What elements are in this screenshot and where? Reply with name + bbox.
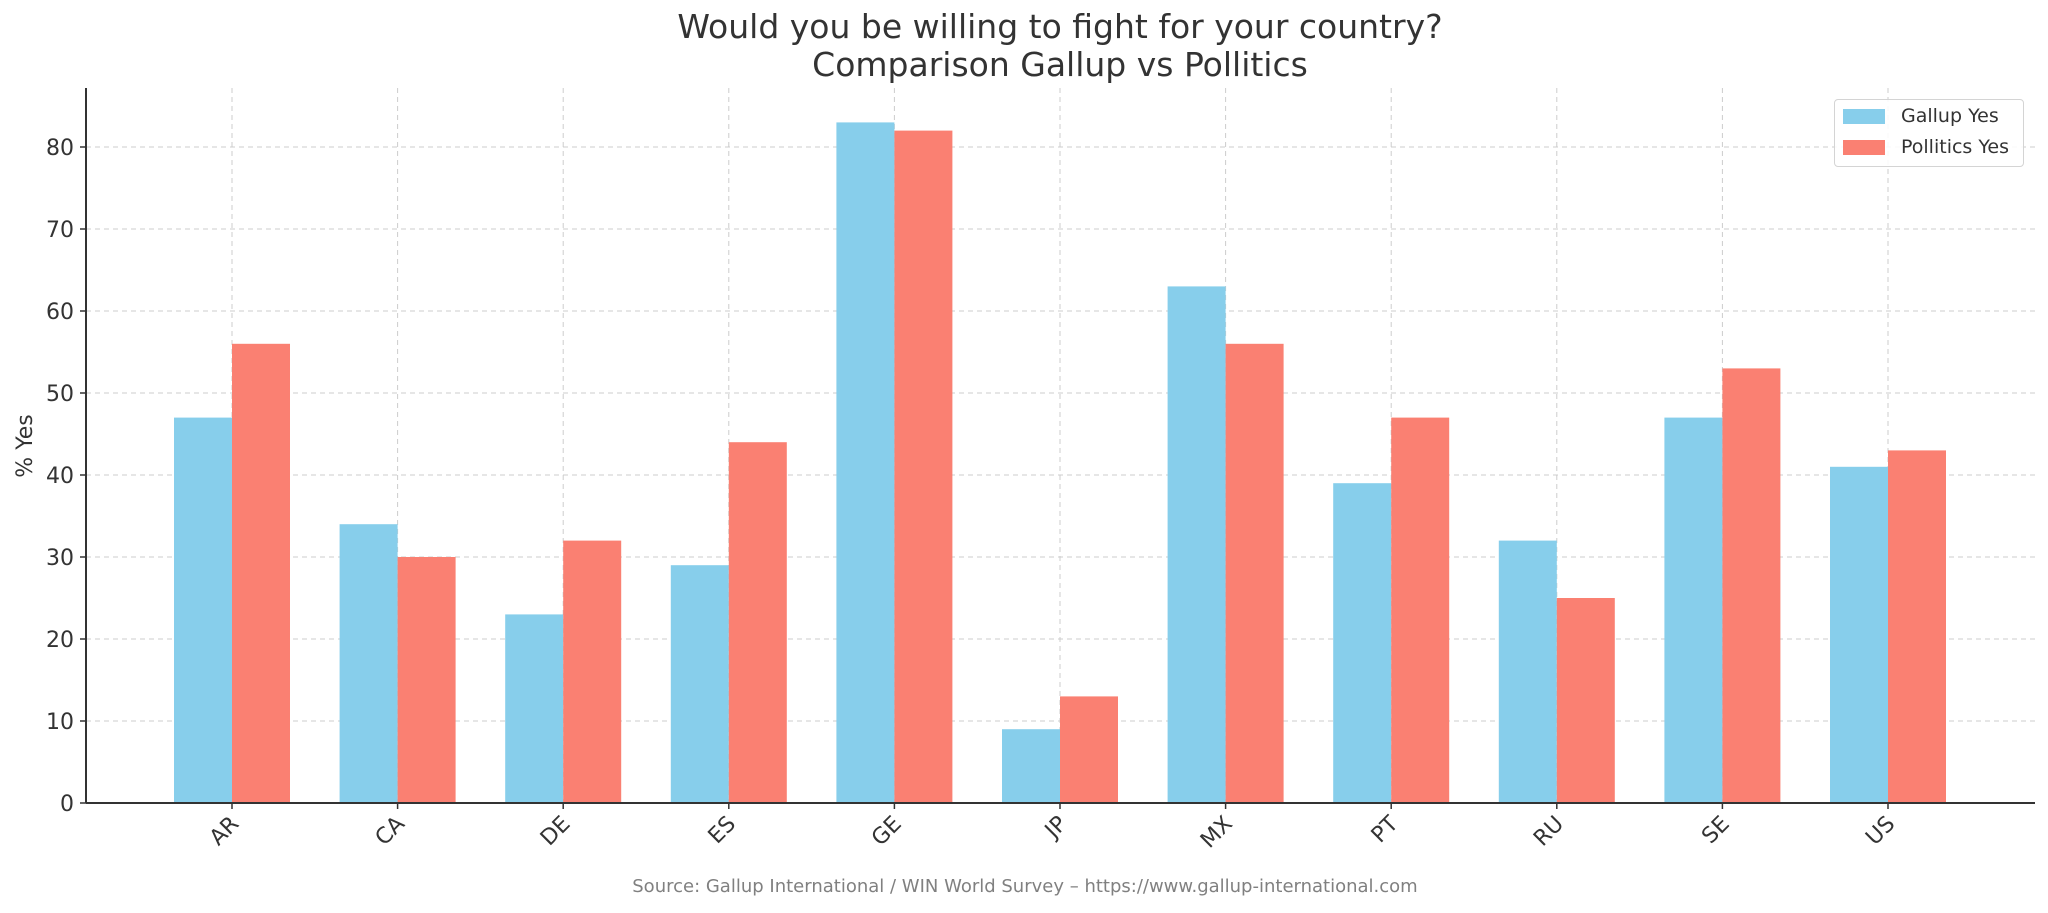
bar-pollitics-ge [894,130,953,804]
bar-gallup-mx [1167,286,1226,803]
bar-gallup-de [505,614,564,803]
bar-pollitics-jp [1060,696,1118,803]
y-tick-label: 0 [60,792,74,817]
bar-gallup-ru [1498,540,1557,803]
bar-pollitics-ar [232,343,290,803]
legend-swatch-gallup [1843,108,1885,124]
bar-pollitics-es [728,442,787,803]
x-tick-label: JP [1039,812,1072,845]
y-tick-label: 80 [46,136,74,161]
legend-item-gallup: Gallup Yes [1843,105,1999,127]
bar-gallup-se [1664,417,1723,803]
bar-gallup-ar [174,417,232,803]
bar-pollitics-ca [397,557,456,803]
y-tick-label: 70 [46,218,74,243]
legend-item-pollitics: Pollitics Yes [1843,136,2009,158]
bar-gallup-ge [836,122,895,803]
chart-title-line-2: Comparison Gallup vs Pollitics [812,45,1308,84]
bar-gallup-ca [339,524,398,803]
bar-pollitics-se [1722,368,1781,803]
y-axis-ticks: 0 10 20 30 40 50 60 70 80 [46,136,86,817]
legend-label-pollitics: Pollitics Yes [1901,136,2010,158]
y-tick-label: 50 [46,382,74,407]
x-axis-ticks: AR CA DE ES GE JP MX PT RU SE US [205,803,1900,853]
bar-gallup-es [670,565,729,803]
bar-pollitics-pt [1391,417,1450,803]
bar-pollitics-us [1888,450,1946,803]
bar-gallup-us [1830,466,1888,803]
x-tick-label: PT [1367,811,1404,848]
y-tick-label: 20 [46,628,74,653]
y-tick-label: 10 [46,710,74,735]
x-tick-label: RU [1529,812,1569,852]
legend-swatch-pollitics [1843,139,1885,155]
y-tick-label: 30 [46,546,74,571]
x-tick-label: CA [371,812,410,851]
y-tick-label: 60 [46,300,74,325]
chart-title-line-1: Would you be willing to fight for your c… [677,7,1443,46]
y-tick-label: 40 [46,464,74,489]
bar-gallup-jp [1002,729,1060,803]
bar-gallup-pt [1333,483,1392,803]
source-note: Source: Gallup International / WIN World… [632,876,1418,897]
x-tick-label: US [1861,812,1900,851]
x-tick-label: ES [704,812,741,849]
x-tick-label: MX [1196,812,1238,854]
legend: Gallup Yes Pollitics Yes [1834,99,2024,167]
bars [174,122,1946,804]
x-tick-label: AR [205,812,244,851]
y-axis-label: % Yes [13,414,38,477]
legend-label-gallup: Gallup Yes [1901,105,1999,127]
bar-pollitics-ru [1556,598,1615,803]
bar-pollitics-de [563,540,622,803]
x-tick-label: SE [1697,812,1734,849]
bar-pollitics-mx [1225,343,1284,803]
x-tick-label: GE [867,812,907,852]
x-tick-label: DE [536,812,575,851]
chart-title: Would you be willing to fight for your c… [0,8,2048,84]
